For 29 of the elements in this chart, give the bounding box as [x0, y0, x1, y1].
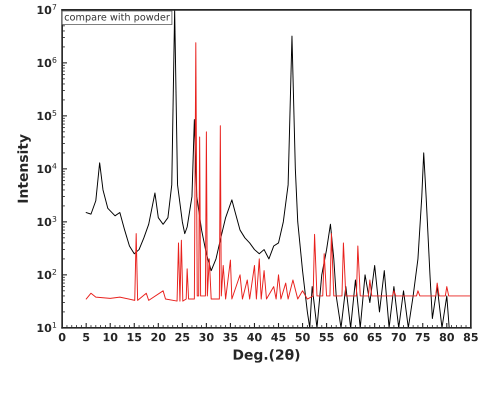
x-tick-label: 35 — [223, 332, 238, 342]
x-tick-label: 45 — [271, 333, 286, 342]
x-tick-label: 10 — [104, 332, 118, 342]
y-tick-label: 10$^{7}$ — [38, 4, 56, 14]
x-tick-label: 40 — [247, 332, 262, 342]
x-tick-label: 50 — [296, 332, 310, 342]
x-tick-label: 85 — [464, 332, 478, 342]
x-tick-label: 15 — [128, 333, 142, 342]
y-axis-title: Intensity — [17, 134, 31, 202]
x-tick-label: 20 — [151, 332, 166, 342]
x-axis-title: Deg.(2θ) — [234, 349, 300, 363]
x-tick-label: 0 — [58, 332, 66, 342]
x-tick-label: 80 — [440, 332, 454, 342]
y-tick-label: 10$^{5}$ — [38, 110, 56, 120]
annotation: compare with powder — [64, 13, 170, 22]
x-tick-label: 60 — [344, 332, 358, 342]
y-tick-label: 10$^{4}$ — [38, 163, 56, 174]
line-series — [86, 42, 471, 302]
x-tick-label: 75 — [416, 333, 430, 342]
x-tick-label: 65 — [368, 332, 382, 342]
x-tick-label: 55 — [320, 333, 334, 342]
y-tick-label: 10$^{1}$ — [38, 322, 56, 332]
x-tick-label: 70 — [392, 332, 406, 342]
y-tick-label: 10$^{6}$ — [38, 56, 56, 68]
x-tick-label: 30 — [199, 332, 214, 342]
y-tick-label: 10$^{2}$ — [38, 268, 56, 280]
x-tick-label: 25 — [175, 332, 190, 342]
x-tick-label: 5 — [83, 333, 90, 342]
y-tick-label: 10$^{3}$ — [38, 216, 56, 226]
